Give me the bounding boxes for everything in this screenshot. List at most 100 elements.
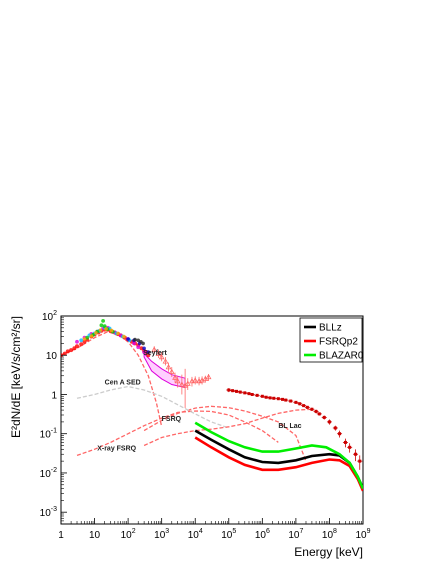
highE-point-4 (243, 391, 247, 395)
data-point-set4-7 (122, 334, 126, 339)
highE-point-28 (348, 445, 352, 449)
highE-point-24 (327, 420, 331, 424)
annotation-1: Cen A SED (105, 379, 141, 386)
triangle-point-12 (192, 377, 199, 383)
data-point-set3-4 (101, 319, 105, 323)
data-point-set4-5 (109, 328, 114, 333)
data-point-set1-0 (75, 339, 79, 344)
annotation-0: Seyfert (143, 350, 167, 357)
data-point-set4-3 (98, 328, 103, 332)
triangle-point-2 (158, 354, 165, 360)
legend-label-fsrqp2: FSRQp2 (319, 337, 358, 348)
highE-point-15 (289, 399, 293, 403)
data-point-set0-3 (69, 348, 74, 353)
highE-point-18 (302, 404, 306, 408)
highE-point-2 (235, 389, 239, 393)
data-point-set5-0 (126, 337, 130, 341)
data-point-set0-2 (65, 349, 70, 354)
data-point-set6-0 (133, 337, 137, 342)
x-axis-title: Energy [keV] (294, 545, 363, 559)
y-tick-label-0: 10-3 (40, 506, 57, 519)
triangle-point-10 (184, 380, 191, 386)
highE-point-9 (264, 395, 268, 399)
plot-area (61, 319, 363, 492)
triangle-point-16 (205, 373, 212, 380)
highE-point-14 (284, 398, 288, 402)
highE-point-0 (227, 388, 231, 392)
legend-label-bllz: BLLz (319, 323, 342, 334)
triangle-point-11 (189, 378, 195, 384)
x-tick-label-0: 1 (58, 530, 64, 541)
axes: 1 10 102 103 104 105 106 107 108 109 10-3 10-2 10-1 1… (40, 310, 371, 541)
annotation-4: X-ray FSRQ (97, 446, 136, 453)
annotation-2: FSRQ (162, 416, 182, 423)
highE-point-25 (333, 426, 337, 430)
data-point-set6-1 (136, 338, 140, 343)
data-point-set4-2 (94, 331, 98, 335)
series-line-blazar0 (194, 421, 363, 490)
legend: BLLz FSRQp2 BLAZAR0 (299, 317, 364, 363)
component-curve-4 (143, 408, 312, 447)
highE-point-1 (231, 389, 235, 393)
data-point-set4-0 (82, 337, 87, 341)
triangle-point-5 (168, 368, 175, 374)
data-point-set1-9 (132, 341, 136, 346)
legend-label-blazar0: BLAZAR0 (319, 351, 364, 362)
series-line-fsrqp2 (194, 436, 363, 492)
highE-point-20 (310, 407, 314, 411)
y-tick-label-5: 102 (42, 310, 57, 323)
highE-point-7 (255, 393, 259, 397)
component-curve-1 (76, 410, 279, 457)
highE-point-13 (281, 397, 285, 401)
highE-point-12 (276, 397, 280, 401)
highE-point-8 (260, 394, 264, 398)
triangle-point-8 (178, 381, 185, 387)
annotations: Seyfert Cen A SED FSRQ BL Lac X-ray FSRQ (97, 350, 301, 452)
highE-point-16 (294, 400, 298, 404)
y-tick-label-3: 1 (51, 390, 57, 401)
triangle-point-3 (162, 358, 169, 364)
y-axis-title: E²dN/dE [keV/s/cm²/sr] (9, 316, 23, 438)
highE-point-30 (358, 459, 362, 463)
data-point-set4-6 (116, 331, 120, 336)
y-tick-label-1: 10-2 (40, 467, 57, 480)
data-point-set4-4 (104, 327, 108, 331)
y-tick-label-2: 10-1 (40, 428, 57, 441)
data-point-set0-27 (146, 353, 151, 358)
triangle-point-4 (165, 364, 172, 370)
highE-point-29 (354, 452, 358, 456)
highE-point-22 (317, 412, 321, 416)
x-tick-label-6: 106 (255, 528, 270, 541)
x-tick-label-1: 10 (89, 530, 101, 541)
highE-point-6 (250, 392, 254, 396)
data-point-set0-6 (79, 342, 84, 347)
highE-point-19 (305, 405, 309, 409)
data-point-set3-3 (99, 323, 104, 328)
highE-point-21 (314, 409, 318, 413)
highE-point-3 (238, 390, 242, 394)
highE-point-23 (322, 415, 326, 419)
data-point-set4-1 (89, 334, 94, 338)
triangle-point-6 (172, 374, 178, 380)
data-point-set2-0 (79, 338, 84, 343)
highE-point-10 (268, 396, 272, 400)
annotation-3: BL Lac (278, 423, 301, 430)
highE-point-5 (247, 392, 251, 396)
x-tick-label-4: 104 (188, 528, 203, 541)
highE-point-11 (272, 396, 276, 400)
x-tick-label-9: 109 (355, 528, 370, 541)
data-point-set1-11 (142, 350, 147, 354)
x-tick-label-7: 107 (288, 528, 303, 541)
highE-point-17 (298, 402, 302, 406)
highE-point-26 (338, 432, 342, 436)
triangle-point-0 (151, 346, 158, 352)
x-tick-label-3: 103 (154, 528, 169, 541)
component-curve-2 (143, 405, 307, 462)
x-tick-label-2: 102 (121, 528, 136, 541)
data-point-set6-3 (141, 341, 145, 346)
x-tick-label-8: 108 (322, 528, 337, 541)
data-point-set0-1 (62, 351, 67, 356)
data-point-set0-5 (75, 344, 79, 349)
triangle-point-1 (155, 350, 162, 356)
